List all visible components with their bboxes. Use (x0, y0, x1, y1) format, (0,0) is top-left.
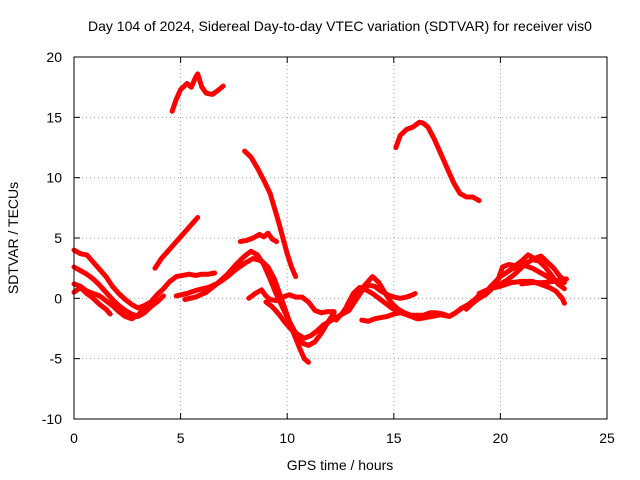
grid (74, 57, 607, 419)
y-tick-label: 20 (46, 49, 62, 65)
series-arc-12 (246, 287, 337, 316)
y-tick-label: -10 (42, 411, 62, 427)
series-arc-16 (359, 310, 442, 324)
y-axis-label: SDTVAR / TECUs (5, 182, 21, 294)
x-tick-label: 25 (599, 430, 615, 446)
x-axis-label: GPS time / hours (287, 457, 394, 473)
y-tick-label: 5 (54, 230, 62, 246)
series-arc-11 (182, 248, 337, 348)
series-arc-3 (242, 148, 299, 280)
x-tick-label: 20 (493, 430, 509, 446)
x-tick-label: 5 (177, 430, 185, 446)
chart-title: Day 104 of 2024, Sidereal Day-to-day VTE… (88, 18, 592, 34)
series-layer (71, 71, 569, 365)
series-arc-4 (152, 215, 201, 271)
series-arc-7 (71, 264, 166, 319)
y-tick-label: -5 (50, 351, 63, 367)
x-tick-label: 0 (70, 430, 78, 446)
series-arc-1 (169, 71, 226, 114)
series-arc-5 (237, 230, 279, 245)
y-tick-label: 15 (46, 109, 62, 125)
x-tick-label: 10 (279, 430, 295, 446)
y-tick-label: 10 (46, 170, 62, 186)
plot-frame (73, 56, 608, 420)
series-arc-9 (71, 285, 113, 317)
axis-ticks: 0 5 10 15 20 25 -10 -5 0 5 10 15 20 (42, 49, 615, 446)
x-tick-label: 15 (386, 430, 402, 446)
y-tick-label: 0 (54, 290, 62, 306)
series-arc-20 (519, 276, 569, 287)
series-arc-2 (393, 119, 482, 204)
